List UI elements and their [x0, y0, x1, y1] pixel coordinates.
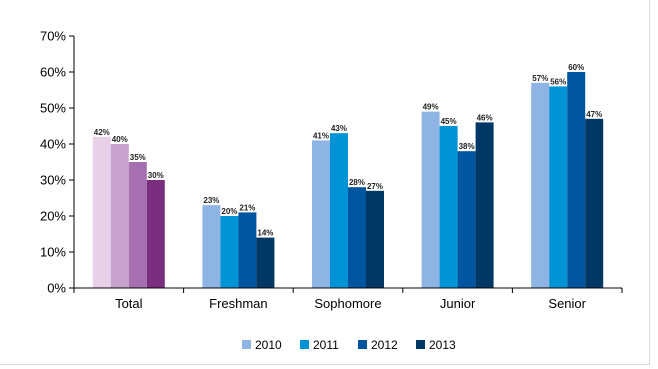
- data-label-sophomore-2013: 27%: [367, 182, 383, 191]
- bar-freshman-2010: [202, 205, 221, 288]
- data-label-total-2010: 42%: [94, 128, 110, 137]
- x-axis: Total Freshman Sophomore Junior Senior: [73, 287, 623, 311]
- data-label-senior-2011: 56%: [550, 77, 566, 86]
- legend-swatch-2011: [300, 340, 309, 349]
- bar-sophomore-2013: [366, 190, 384, 288]
- y-tick-label: 0%: [47, 281, 66, 296]
- legend-swatch-2012: [358, 340, 367, 349]
- data-label-total-2013: 30%: [148, 171, 164, 180]
- legend-swatch-2010: [242, 340, 251, 349]
- bar-senior-2010: [531, 82, 550, 288]
- y-axis: 0% 10% 20% 30% 40% 50% 60% 70%: [40, 29, 75, 296]
- bars: 42%40%35%30%23%20% 21%14%41%43%28% 27%49%4…: [92, 63, 604, 289]
- data-label-sophomore-2011: 43%: [331, 124, 347, 133]
- data-label-senior-2012: 60%: [568, 63, 584, 72]
- data-label-junior-2011: 45%: [441, 117, 457, 126]
- data-label-senior-2013: 47%: [586, 110, 602, 119]
- y-tick-label: 50%: [40, 101, 66, 116]
- y-tick-label: 70%: [40, 29, 66, 44]
- legend: 2010 2011 2012 2013: [242, 338, 456, 352]
- bar-sophomore-2012: [348, 187, 366, 288]
- category-label-freshman: Freshman: [209, 296, 268, 311]
- bar-freshman-2013: [256, 237, 275, 288]
- y-tick-label: 60%: [40, 65, 66, 80]
- bar-total-2012: [128, 162, 147, 288]
- bar-freshman-2011: [220, 216, 239, 288]
- y-tick-label: 30%: [40, 173, 66, 188]
- data-label-total-2012: 35%: [130, 153, 146, 162]
- data-label-freshman-2010: 23%: [203, 196, 219, 205]
- bar-total-2011: [110, 144, 129, 288]
- category-label-total: Total: [115, 296, 143, 311]
- bar-sophomore-2011: [330, 133, 348, 288]
- data-label-freshman-2012: 21%: [239, 203, 255, 212]
- legend-label-2010: 2010: [255, 338, 282, 352]
- data-label-sophomore-2012: 28%: [349, 178, 365, 187]
- data-label-junior-2010: 49%: [423, 103, 439, 112]
- bar-senior-2013: [585, 118, 604, 288]
- data-label-junior-2013: 46%: [477, 113, 493, 122]
- bar-senior-2012: [567, 72, 586, 288]
- bar-sophomore-2010: [312, 140, 330, 288]
- data-label-freshman-2011: 20%: [221, 207, 237, 216]
- bar-total-2010: [92, 136, 111, 288]
- bar-junior-2013: [475, 122, 494, 289]
- category-label-sophomore: Sophomore: [314, 296, 381, 311]
- y-tick-label: 20%: [40, 209, 66, 224]
- y-tick-label: 40%: [40, 137, 66, 152]
- y-tick-label: 10%: [40, 245, 66, 260]
- data-label-junior-2012: 38%: [459, 142, 475, 151]
- bar-freshman-2012: [238, 212, 257, 288]
- chart-frame: [0, 0, 650, 365]
- legend-swatch-2013: [416, 340, 425, 349]
- data-label-senior-2010: 57%: [532, 74, 548, 83]
- bar-junior-2011: [439, 126, 458, 288]
- legend-label-2012: 2012: [371, 338, 398, 352]
- category-label-senior: Senior: [548, 296, 586, 311]
- bar-junior-2010: [421, 111, 440, 288]
- category-label-junior: Junior: [440, 296, 476, 311]
- legend-label-2013: 2013: [429, 338, 456, 352]
- data-label-freshman-2013: 14%: [257, 229, 273, 238]
- data-label-sophomore-2010: 41%: [313, 131, 329, 140]
- bar-senior-2011: [549, 86, 568, 289]
- legend-label-2011: 2011: [313, 338, 339, 352]
- bar-total-2013: [146, 180, 165, 288]
- bar-junior-2012: [457, 151, 476, 288]
- data-label-total-2011: 40%: [112, 135, 128, 144]
